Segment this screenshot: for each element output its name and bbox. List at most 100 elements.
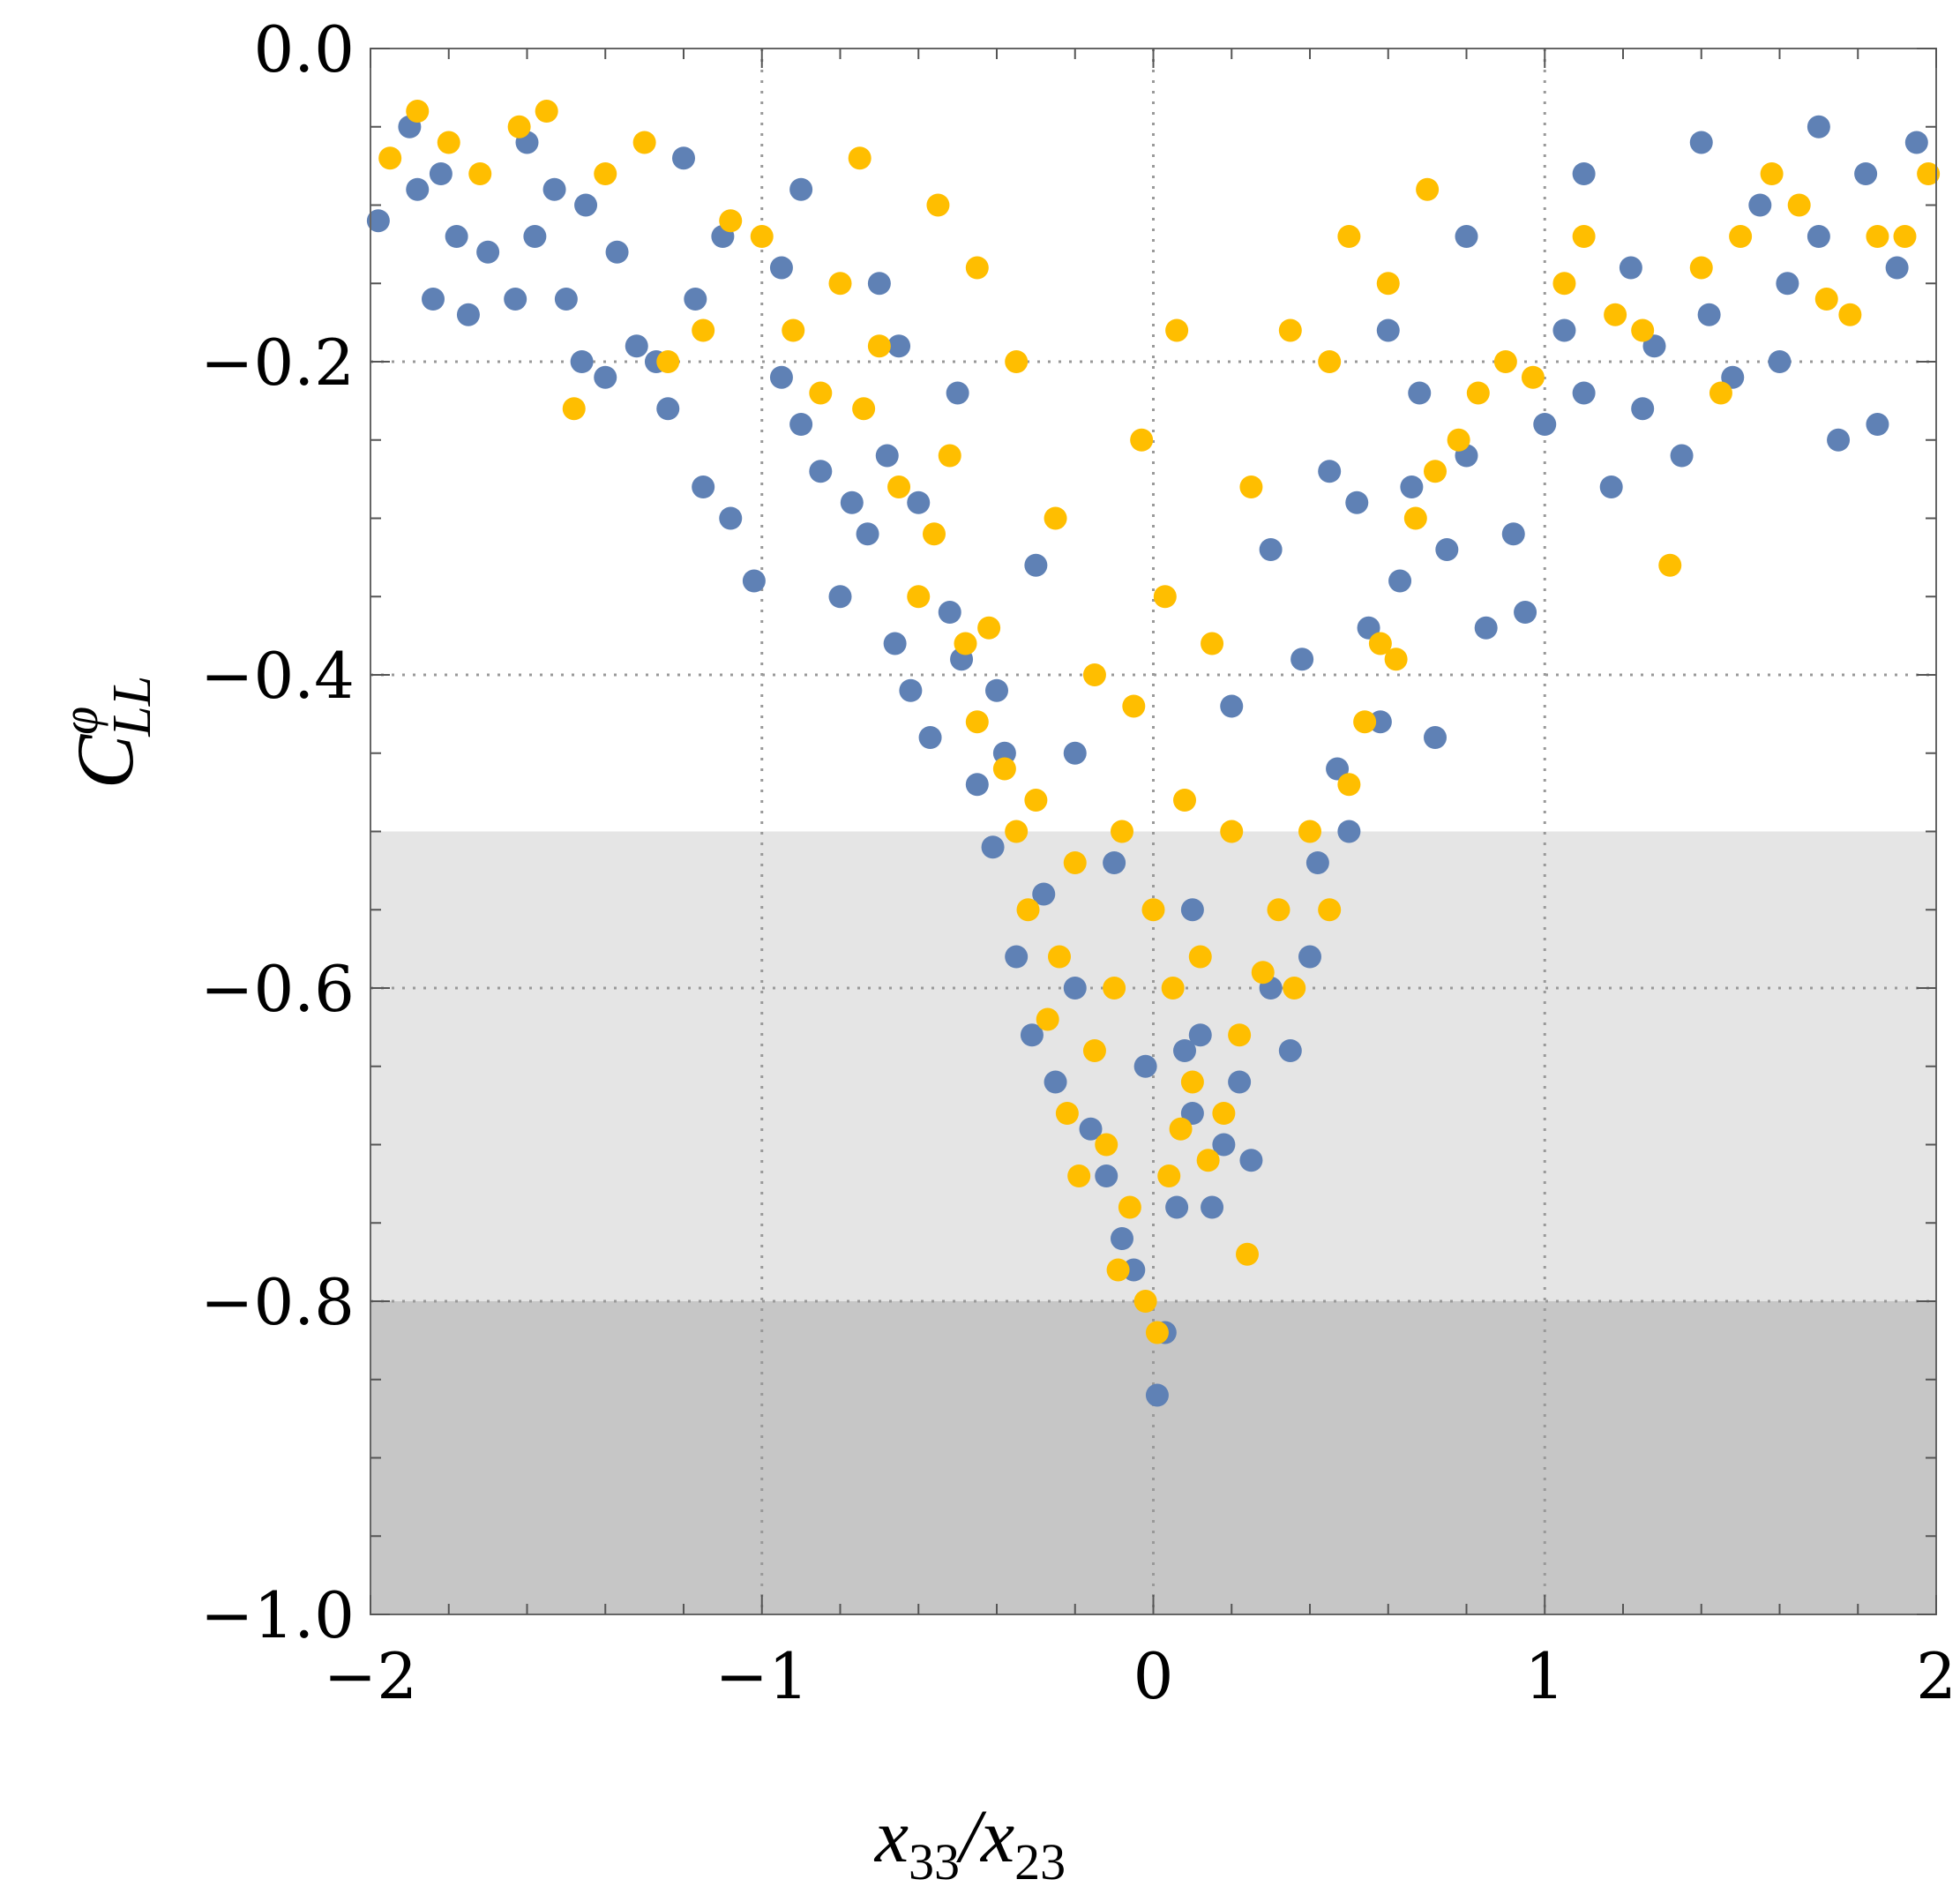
data-point [1082, 1039, 1106, 1062]
data-point [1024, 553, 1048, 577]
data-point [570, 350, 594, 373]
data-point [1259, 538, 1283, 561]
data-point [1604, 303, 1627, 326]
data-point [1807, 225, 1830, 248]
data-point [1103, 851, 1126, 874]
data-point [719, 506, 743, 530]
y-tick-label: −0.2 [200, 326, 355, 400]
data-point [1239, 1149, 1263, 1172]
data-point [1838, 303, 1862, 326]
x-axis-title-base: x [873, 1793, 909, 1878]
data-point [562, 397, 586, 421]
data-point [1048, 945, 1071, 969]
data-point [1145, 1321, 1169, 1344]
data-point [1188, 945, 1212, 969]
data-point [769, 365, 793, 389]
data-point [1866, 225, 1889, 248]
data-point [1893, 225, 1917, 248]
data-point [1212, 1133, 1236, 1157]
x-tick-label: −2 [324, 1639, 417, 1713]
data-point [1180, 1102, 1204, 1125]
data-point [907, 490, 931, 514]
data-point [965, 773, 989, 797]
data-point [1388, 569, 1412, 593]
data-point [782, 318, 805, 342]
data-point [852, 397, 876, 421]
data-point [1533, 413, 1557, 436]
data-point [1024, 789, 1048, 812]
data-point [535, 100, 558, 123]
data-point [1067, 1164, 1091, 1187]
data-point [1368, 632, 1392, 655]
data-point [1337, 773, 1361, 797]
data-point [1768, 350, 1792, 373]
data-point [625, 334, 648, 358]
data-point [789, 177, 813, 201]
data-point [632, 131, 656, 154]
data-point [1658, 553, 1682, 577]
data-point [1400, 475, 1424, 498]
data-point [887, 334, 911, 358]
data-point [1721, 365, 1745, 389]
data-point [437, 131, 460, 154]
data-point [1032, 882, 1056, 906]
data-point [1196, 1149, 1220, 1172]
data-point [574, 193, 598, 217]
data-point [1044, 1070, 1067, 1094]
data-point [1278, 318, 1302, 342]
data-point [1866, 413, 1889, 436]
data-point [1326, 757, 1350, 781]
data-point [1228, 1023, 1252, 1047]
data-point [981, 835, 1005, 859]
data-point [476, 240, 500, 264]
data-point [1709, 381, 1732, 405]
data-point [429, 162, 453, 185]
data-point [1807, 115, 1830, 139]
data-point [1188, 1023, 1212, 1047]
data-point [656, 397, 680, 421]
data-point [918, 726, 942, 749]
data-point [1079, 1117, 1103, 1141]
data-point [1082, 663, 1106, 686]
data-point [887, 475, 911, 498]
data-point [1251, 961, 1275, 985]
data-point [1572, 381, 1596, 405]
data-point [1220, 694, 1244, 718]
series-0 [366, 115, 1928, 1407]
data-point [1173, 789, 1196, 812]
data-point [1055, 1102, 1079, 1125]
data-point [1095, 1164, 1118, 1187]
data-point [1572, 225, 1596, 248]
data-point [1814, 288, 1838, 311]
data-point [875, 444, 899, 468]
y-axis-title: CφLL [51, 676, 162, 789]
data-point [809, 460, 833, 483]
data-point [1642, 334, 1666, 358]
data-point [1153, 585, 1177, 609]
data-points [366, 100, 1941, 1407]
data-point [1787, 193, 1811, 217]
data-point [1447, 428, 1470, 452]
data-point [840, 490, 864, 514]
y-tick-label: −0.6 [200, 952, 355, 1026]
data-point [1827, 428, 1851, 452]
data-point [1145, 1383, 1169, 1407]
x-axis-title-base2: x [979, 1793, 1014, 1878]
data-point [938, 601, 961, 624]
data-point [789, 413, 813, 436]
data-point [1141, 898, 1165, 922]
y-tick-label: −0.4 [200, 639, 355, 713]
data-point [1408, 381, 1432, 405]
data-point [542, 177, 566, 201]
data-point [445, 225, 468, 248]
data-point [1631, 318, 1655, 342]
data-point [1904, 131, 1928, 154]
data-point [1278, 1039, 1302, 1062]
data-point [1133, 1290, 1157, 1313]
data-point [848, 146, 872, 170]
data-point [1357, 616, 1380, 640]
data-point [1157, 1164, 1181, 1187]
data-point [1063, 977, 1087, 1000]
data-point [1201, 1195, 1224, 1219]
